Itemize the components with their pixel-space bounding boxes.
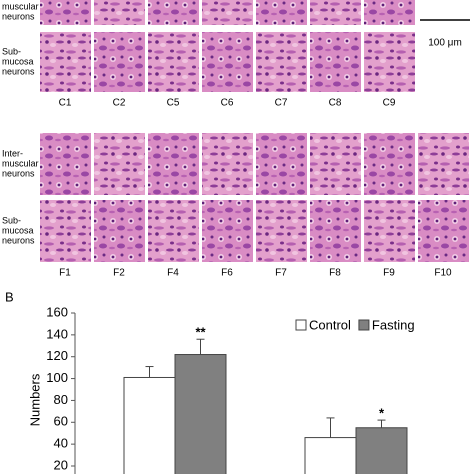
column-label: F10 — [434, 268, 452, 279]
row-label: neurons — [2, 66, 35, 76]
column-label: C7 — [275, 98, 288, 109]
y-tick-label: 140 — [46, 326, 68, 341]
micrograph — [310, 200, 361, 262]
micrograph — [364, 133, 415, 195]
micrograph — [202, 200, 253, 262]
column-label: F2 — [113, 268, 125, 279]
micrograph — [310, 32, 361, 92]
micrograph — [256, 32, 307, 92]
column-label: C6 — [221, 98, 234, 109]
micrograph — [364, 200, 415, 262]
bar — [123, 376, 176, 474]
bar — [304, 437, 357, 474]
column-label: F1 — [59, 268, 71, 279]
micrograph — [202, 32, 253, 92]
y-tick-label: 160 — [46, 304, 68, 319]
column-label: F6 — [221, 268, 233, 279]
y-axis-label: Numbers — [27, 373, 42, 426]
micrograph — [40, 133, 91, 195]
micrograph — [256, 133, 307, 195]
micrograph — [202, 0, 253, 25]
micrograph — [94, 32, 145, 92]
micrograph — [94, 200, 145, 262]
micrograph — [310, 0, 361, 25]
micrograph — [148, 133, 199, 195]
micrograph — [310, 133, 361, 195]
legend-swatch — [358, 319, 370, 331]
row-label: Inter- — [2, 148, 23, 158]
column-label: C9 — [383, 98, 396, 109]
micrograph — [256, 0, 307, 25]
row-label: muscular — [2, 158, 39, 168]
column-label: C5 — [167, 98, 180, 109]
column-label: F7 — [275, 268, 287, 279]
scale-bar-label: 100 μm — [428, 38, 462, 49]
legend-swatch — [295, 319, 307, 331]
row-label: Sub- — [2, 215, 21, 225]
micrograph — [148, 200, 199, 262]
legend-label: Control — [309, 317, 351, 332]
micrograph — [40, 0, 91, 25]
micrograph — [202, 133, 253, 195]
column-label: C1 — [59, 98, 72, 109]
y-tick-label: 40 — [54, 436, 68, 451]
significance-mark: * — [379, 406, 385, 421]
column-label: C8 — [329, 98, 342, 109]
row-label: Sub- — [2, 46, 21, 56]
row-label: neurons — [2, 11, 35, 21]
micrograph — [148, 32, 199, 92]
micrograph — [40, 32, 91, 92]
micrograph — [94, 133, 145, 195]
column-label: F9 — [383, 268, 395, 279]
y-tick-label: 120 — [46, 348, 68, 363]
column-label: C2 — [113, 98, 126, 109]
row-label: neurons — [2, 168, 35, 178]
micrograph — [40, 200, 91, 262]
micrograph — [364, 32, 415, 92]
row-label: muscular — [2, 1, 39, 11]
row-label: mucosa — [2, 56, 34, 66]
micrograph — [418, 133, 469, 195]
column-label: F8 — [329, 268, 341, 279]
row-label: neurons — [2, 235, 35, 245]
micrograph — [418, 200, 469, 262]
micrograph — [148, 0, 199, 25]
y-tick-label: 60 — [54, 414, 68, 429]
panel-label: B — [5, 289, 14, 304]
column-label: F4 — [167, 268, 179, 279]
y-tick-label: 20 — [54, 457, 68, 472]
micrograph — [364, 0, 415, 25]
y-tick-label: 100 — [46, 370, 68, 385]
micrograph — [256, 200, 307, 262]
legend-label: Fasting — [372, 317, 415, 332]
micrograph — [94, 0, 145, 25]
bar — [174, 354, 227, 474]
bar — [355, 427, 408, 474]
significance-mark: ** — [195, 325, 206, 340]
row-label: mucosa — [2, 225, 34, 235]
y-tick-label: 80 — [54, 392, 68, 407]
